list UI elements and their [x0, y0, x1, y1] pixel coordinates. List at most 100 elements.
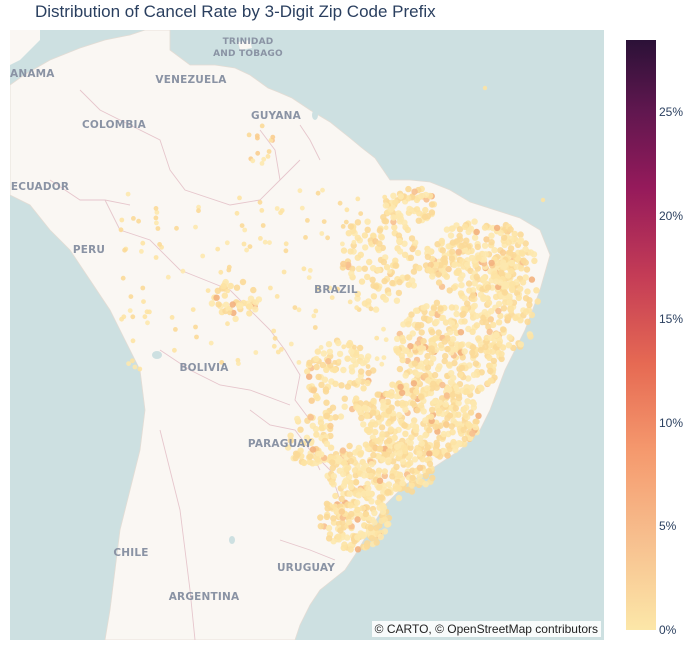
zip-point[interactable] — [401, 251, 409, 258]
zip-point[interactable] — [375, 266, 382, 274]
zip-point[interactable] — [347, 248, 354, 255]
zip-point[interactable] — [337, 527, 344, 534]
zip-point[interactable] — [489, 348, 496, 355]
zip-point[interactable] — [463, 261, 471, 268]
zip-point[interactable] — [355, 492, 362, 499]
zip-point[interactable] — [315, 373, 322, 381]
zip-point[interactable] — [424, 364, 432, 371]
zip-point[interactable] — [340, 241, 345, 247]
zip-point[interactable] — [174, 225, 179, 231]
zip-point[interactable] — [245, 303, 253, 310]
zip-point[interactable] — [486, 362, 493, 370]
zip-point[interactable] — [395, 232, 403, 239]
zip-point[interactable] — [239, 278, 247, 286]
zip-point[interactable] — [297, 426, 304, 433]
zip-point[interactable] — [448, 304, 456, 311]
zip-point[interactable] — [408, 311, 415, 318]
zip-point[interactable] — [229, 301, 236, 308]
zip-point[interactable] — [313, 308, 319, 314]
zip-point[interactable] — [443, 273, 450, 280]
zip-point[interactable] — [270, 134, 276, 140]
zip-point[interactable] — [258, 236, 263, 241]
zip-point[interactable] — [422, 481, 429, 488]
zip-point[interactable] — [424, 352, 431, 360]
zip-point[interactable] — [325, 535, 333, 542]
zip-point[interactable] — [425, 468, 432, 475]
zip-point[interactable] — [355, 196, 361, 202]
zip-point[interactable] — [453, 238, 461, 245]
zip-point[interactable] — [528, 311, 536, 319]
zip-point[interactable] — [457, 341, 465, 349]
zip-point[interactable] — [369, 516, 376, 523]
zip-point[interactable] — [451, 359, 458, 367]
zip-point[interactable] — [232, 315, 239, 323]
zip-point[interactable] — [268, 285, 273, 291]
zip-point[interactable] — [337, 200, 343, 206]
zip-point[interactable] — [355, 265, 363, 272]
zip-point[interactable] — [435, 407, 443, 414]
zip-point[interactable] — [504, 314, 512, 321]
zip-point[interactable] — [457, 371, 464, 378]
zip-point[interactable] — [500, 305, 508, 312]
zip-point[interactable] — [517, 341, 525, 348]
zip-point[interactable] — [374, 356, 380, 362]
zip-point[interactable] — [399, 480, 406, 487]
zip-point[interactable] — [331, 366, 338, 374]
zip-point[interactable] — [523, 266, 531, 273]
zip-point[interactable] — [444, 335, 451, 342]
zip-point[interactable] — [475, 335, 482, 342]
zip-point[interactable] — [486, 354, 493, 361]
zip-point[interactable] — [466, 422, 474, 429]
zip-point[interactable] — [473, 322, 481, 329]
zip-point[interactable] — [322, 386, 330, 393]
zip-point[interactable] — [426, 450, 433, 457]
zip-point[interactable] — [419, 456, 426, 463]
zip-point[interactable] — [499, 249, 507, 256]
zip-point[interactable] — [448, 320, 456, 327]
zip-point[interactable] — [405, 185, 412, 193]
zip-point[interactable] — [214, 287, 221, 294]
zip-point[interactable] — [364, 379, 371, 387]
zip-point[interactable] — [379, 398, 387, 406]
zip-point[interactable] — [408, 235, 416, 242]
zip-point[interactable] — [444, 345, 451, 353]
zip-point[interactable] — [399, 356, 406, 364]
zip-point[interactable] — [517, 285, 524, 292]
zip-point[interactable] — [474, 243, 481, 251]
zip-point[interactable] — [284, 444, 292, 451]
zip-point[interactable] — [469, 328, 476, 335]
zip-point[interactable] — [130, 338, 136, 344]
zip-point[interactable] — [449, 248, 456, 255]
zip-point[interactable] — [355, 444, 363, 452]
zip-point[interactable] — [154, 210, 160, 215]
zip-point[interactable] — [381, 326, 386, 332]
zip-point[interactable] — [393, 347, 400, 354]
zip-point[interactable] — [411, 456, 419, 463]
zip-point[interactable] — [376, 240, 383, 247]
zip-point[interactable] — [523, 308, 530, 315]
zip-point[interactable] — [385, 407, 392, 415]
zip-point[interactable] — [478, 385, 485, 392]
zip-point[interactable] — [369, 276, 376, 283]
zip-point[interactable] — [332, 414, 339, 421]
zip-point[interactable] — [411, 360, 419, 367]
zip-point[interactable] — [215, 246, 221, 252]
zip-point[interactable] — [351, 467, 359, 474]
zip-point[interactable] — [442, 352, 449, 360]
zip-point[interactable] — [448, 255, 456, 262]
zip-point[interactable] — [358, 278, 366, 285]
zip-point[interactable] — [475, 254, 482, 262]
zip-point[interactable] — [352, 478, 360, 486]
zip-point[interactable] — [461, 295, 468, 302]
zip-point[interactable] — [365, 298, 372, 305]
zip-point[interactable] — [323, 500, 331, 507]
zip-point[interactable] — [317, 419, 325, 426]
zip-point[interactable] — [418, 440, 425, 447]
zip-point[interactable] — [313, 363, 320, 371]
zip-point[interactable] — [469, 430, 476, 437]
zip-point[interactable] — [498, 269, 505, 276]
zip-point[interactable] — [505, 342, 513, 349]
zip-point[interactable] — [224, 240, 230, 246]
zip-point[interactable] — [346, 442, 353, 450]
zip-point[interactable] — [252, 306, 259, 313]
